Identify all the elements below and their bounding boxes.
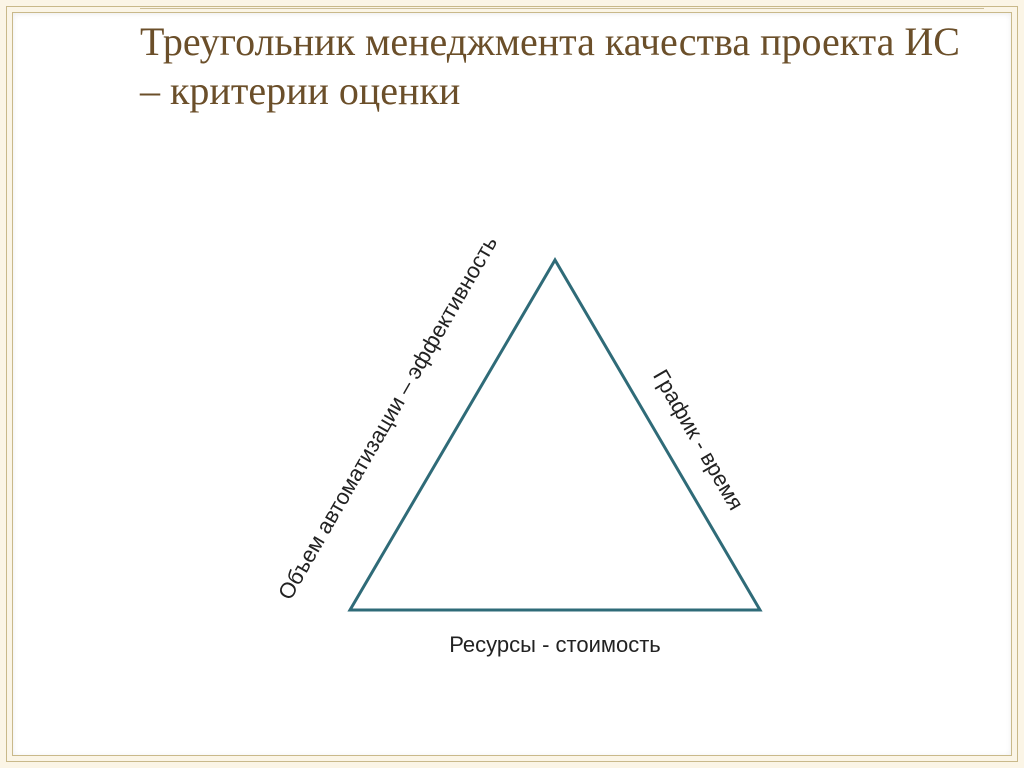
triangle-label-bottom: Ресурсы - стоимость — [449, 632, 661, 658]
slide: Треугольник менеджмента качества проекта… — [0, 0, 1024, 768]
